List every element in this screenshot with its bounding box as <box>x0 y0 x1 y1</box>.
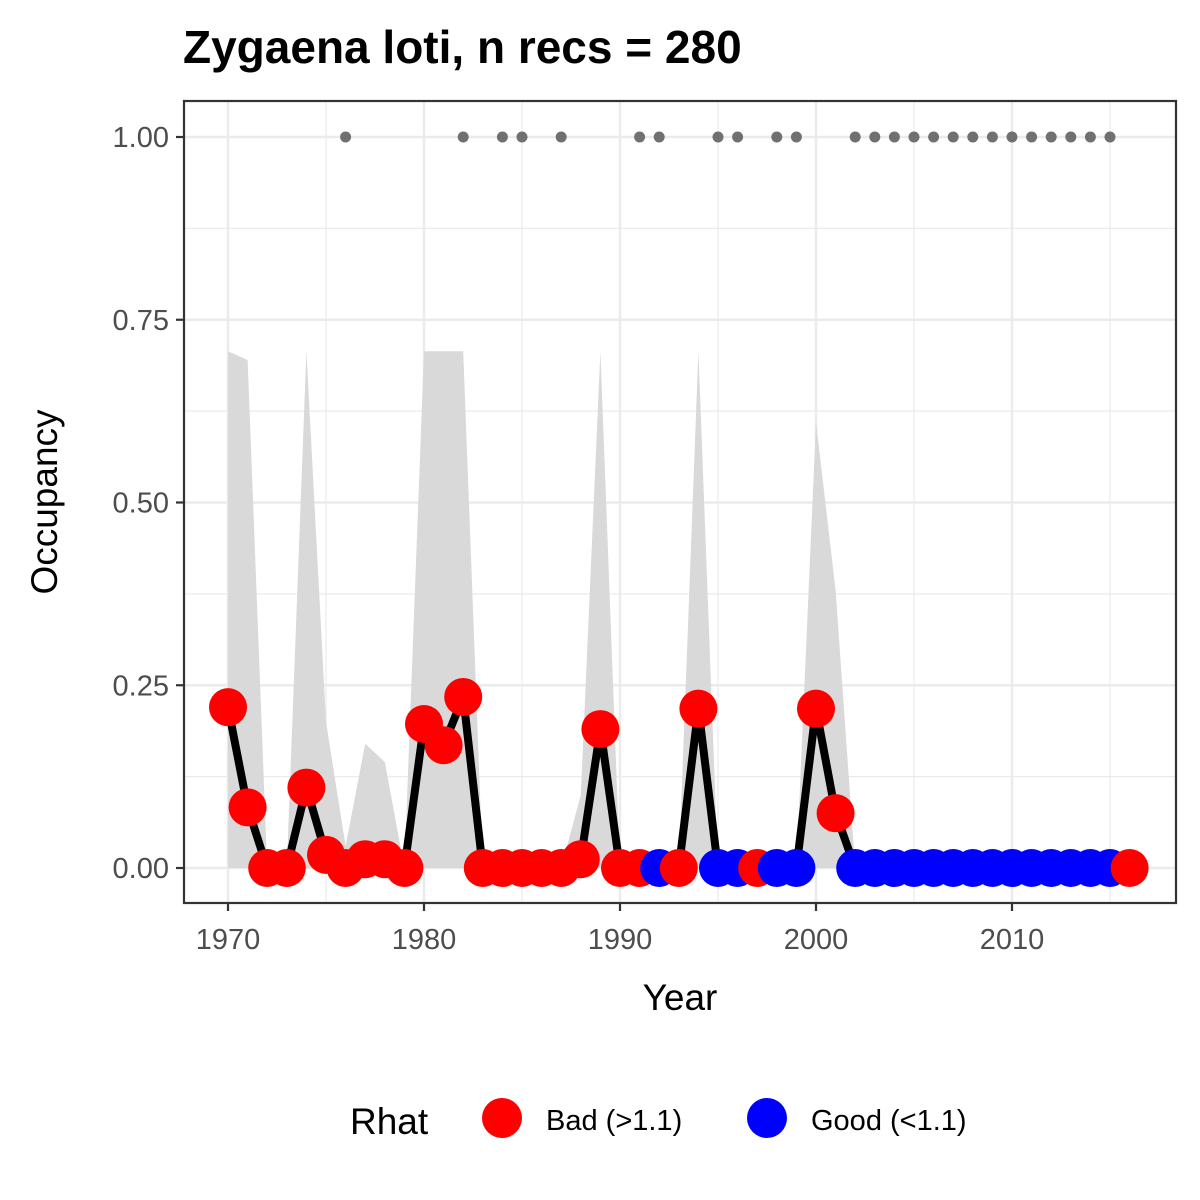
record-point <box>947 131 959 143</box>
record-point <box>849 131 861 143</box>
occupancy-point <box>561 840 600 879</box>
y-tick-label: 0.00 <box>113 853 169 885</box>
y-tick-label: 0.25 <box>113 670 169 702</box>
occupancy-point <box>1110 849 1149 887</box>
x-tick-label: 1980 <box>392 924 457 956</box>
occupancy-point <box>659 849 698 887</box>
occupancy-point <box>797 689 835 728</box>
record-point <box>869 131 881 143</box>
occupancy-point <box>385 849 424 887</box>
legend-title: Rhat <box>350 1101 429 1142</box>
occupancy-point <box>209 688 247 727</box>
record-point <box>771 131 783 143</box>
record-point <box>732 131 744 143</box>
legend-label-good: Good (<1.1) <box>811 1105 967 1137</box>
record-point <box>340 131 352 143</box>
record-points <box>340 131 1116 143</box>
occupancy-point <box>228 788 267 827</box>
record-point <box>555 131 567 143</box>
x-tick-label: 2000 <box>784 924 849 956</box>
record-point <box>712 131 724 143</box>
record-point <box>1006 131 1018 143</box>
y-tick-label: 0.50 <box>113 488 169 520</box>
occupancy-point <box>287 768 326 807</box>
occupancy-point <box>444 677 483 716</box>
y-tick-label: 1.00 <box>113 122 169 154</box>
record-point <box>653 131 665 143</box>
x-tick-label: 1970 <box>196 924 261 956</box>
x-tick-label: 1990 <box>588 924 653 956</box>
record-point <box>1026 131 1038 143</box>
legend-key-bad <box>482 1098 522 1138</box>
record-point <box>967 131 979 143</box>
record-point <box>496 131 508 143</box>
x-tick-label: 2010 <box>980 924 1045 956</box>
record-point <box>516 131 528 143</box>
occupancy-point <box>816 794 855 833</box>
occupancy-point <box>777 849 816 887</box>
occupancy-point <box>424 726 463 765</box>
x-axis: 1970 1980 1990 2000 2010 <box>196 903 1045 956</box>
record-point <box>1065 131 1077 143</box>
legend: Rhat Bad (>1.1) Good (<1.1) <box>350 1098 967 1142</box>
legend-key-good <box>747 1098 787 1138</box>
x-axis-title: Year <box>643 977 718 1018</box>
record-point <box>888 131 900 143</box>
occupancy-points <box>209 677 1149 887</box>
y-tick-label: 0.75 <box>113 305 169 337</box>
chart-title: Zygaena loti, n recs = 280 <box>183 21 742 73</box>
record-point <box>457 131 469 143</box>
y-axis-title: Occupancy <box>24 409 65 595</box>
occupancy-point <box>679 689 718 728</box>
record-point <box>634 131 646 143</box>
record-point <box>1045 131 1057 143</box>
record-point <box>908 131 920 143</box>
record-point <box>1104 131 1116 143</box>
legend-label-bad: Bad (>1.1) <box>546 1105 682 1137</box>
record-point <box>986 131 998 143</box>
occupancy-point <box>581 710 620 749</box>
record-point <box>790 131 802 143</box>
occupancy-point <box>267 849 306 887</box>
y-axis: 0.00 0.25 0.50 0.75 1.00 <box>113 122 184 885</box>
record-point <box>928 131 940 143</box>
record-point <box>1084 131 1096 143</box>
